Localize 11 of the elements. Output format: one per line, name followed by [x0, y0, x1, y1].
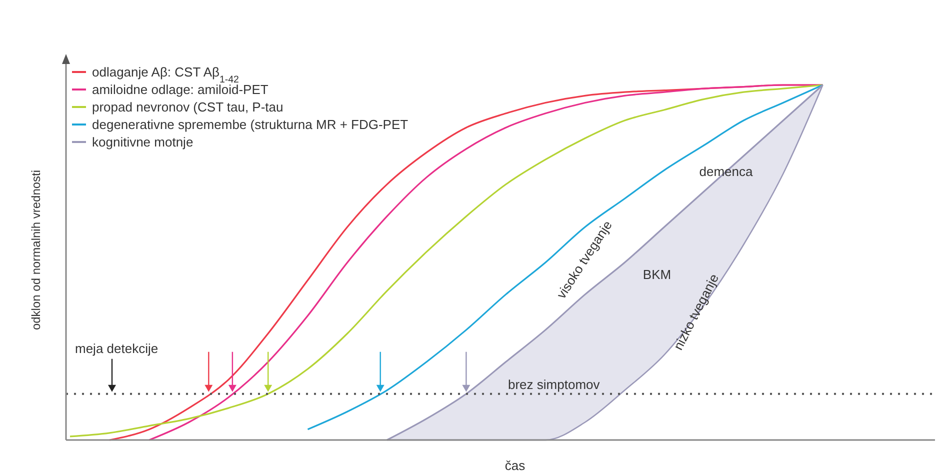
legend-label: amiloidne odlage: amiloid-PET: [92, 82, 268, 97]
x-axis-title: čas: [504, 458, 526, 473]
legend-label: propad nevronov (CST tau, P-tau: [92, 100, 284, 114]
legend-label: odlaganje Aβ: CST Aβ$_{1-42}$: [92, 64, 239, 85]
y-axis-title: odklon od normalnih vrednosti: [29, 170, 43, 330]
annotation: brez simptomov: [508, 377, 600, 392]
legend-label: degenerativne spremembe (strukturna MR + FDG-PET: [92, 117, 408, 132]
ref-line-label: meja detekcije: [75, 340, 158, 356]
annotation: demenca: [699, 164, 754, 179]
annotation: BKM: [642, 267, 672, 282]
legend-label: kognitivne motnje: [92, 134, 194, 150]
